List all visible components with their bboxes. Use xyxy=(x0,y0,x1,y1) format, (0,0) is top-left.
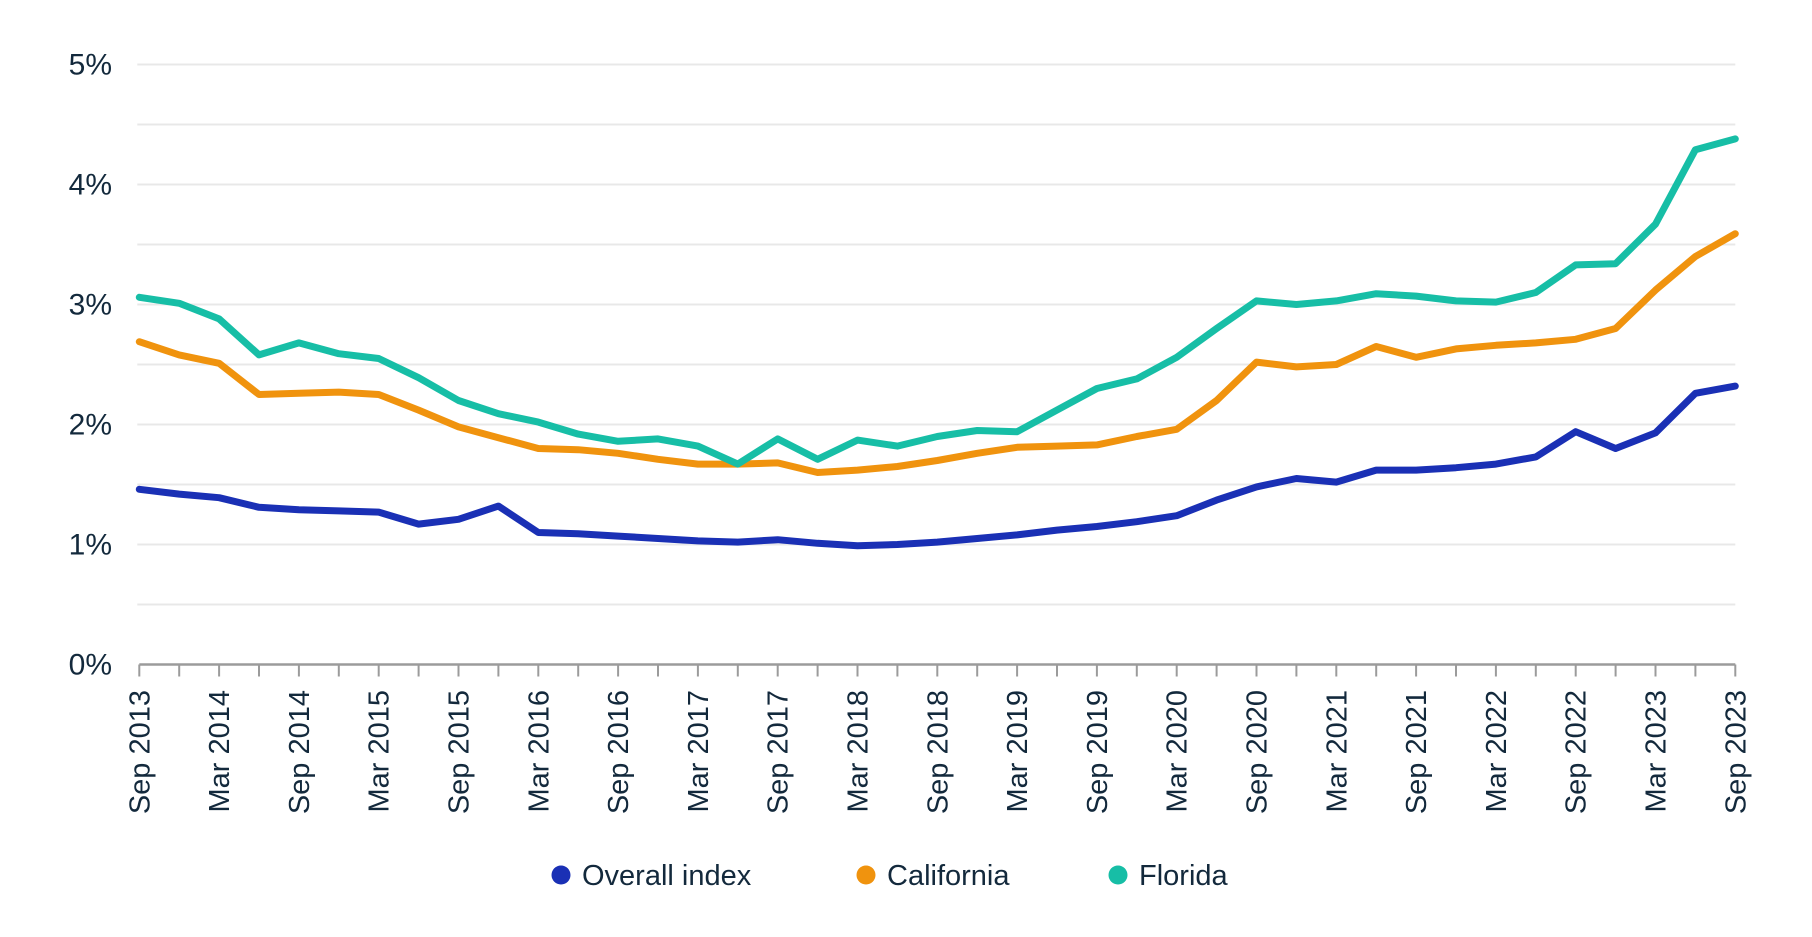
y-axis-label: 1% xyxy=(69,529,112,562)
x-axis-label: Mar 2022 xyxy=(1481,690,1513,813)
x-axis-label: Sep 2013 xyxy=(124,690,156,814)
legend-dot-overall-index xyxy=(551,865,571,885)
x-axis-label: Mar 2014 xyxy=(204,690,236,813)
y-axis-label: 5% xyxy=(69,49,112,82)
legend-label-florida: Florida xyxy=(1139,860,1229,892)
x-axis-label: Sep 2020 xyxy=(1242,690,1274,814)
x-axis-label: Mar 2017 xyxy=(683,690,715,813)
y-axis-label: 4% xyxy=(69,169,112,202)
x-axis-label: Sep 2016 xyxy=(603,690,635,814)
legend-dot-california xyxy=(856,865,876,885)
x-axis-label: Sep 2022 xyxy=(1561,690,1593,814)
series-line-overall-index xyxy=(135,382,1739,550)
x-axis-label: Mar 2021 xyxy=(1321,690,1353,813)
legend-dot-florida xyxy=(1108,865,1128,885)
series-line-florida xyxy=(135,135,1739,468)
x-axis-label: Sep 2015 xyxy=(444,690,476,814)
y-axis-label: 3% xyxy=(69,289,112,322)
x-axis-label: Sep 2021 xyxy=(1401,690,1433,814)
x-axis-label: Mar 2019 xyxy=(1002,690,1034,813)
y-axis-label: 0% xyxy=(69,649,112,682)
x-axis-label: Mar 2023 xyxy=(1641,690,1673,813)
x-axis-label: Sep 2019 xyxy=(1082,690,1114,814)
legend-label-overall-index: Overall index xyxy=(582,860,752,892)
x-axis-label: Sep 2014 xyxy=(284,690,316,814)
x-axis-label: Mar 2015 xyxy=(364,690,396,813)
series-line-california xyxy=(135,230,1739,476)
x-axis-label: Mar 2018 xyxy=(843,690,875,813)
x-axis-label: Sep 2023 xyxy=(1720,690,1752,814)
x-axis-label: Sep 2017 xyxy=(763,690,795,814)
x-axis-label: Mar 2016 xyxy=(523,690,555,813)
x-axis-label: Sep 2018 xyxy=(922,690,954,814)
legend-label-california: California xyxy=(887,860,1010,892)
y-axis-label: 2% xyxy=(69,409,112,442)
x-axis-label: Mar 2020 xyxy=(1162,690,1194,813)
